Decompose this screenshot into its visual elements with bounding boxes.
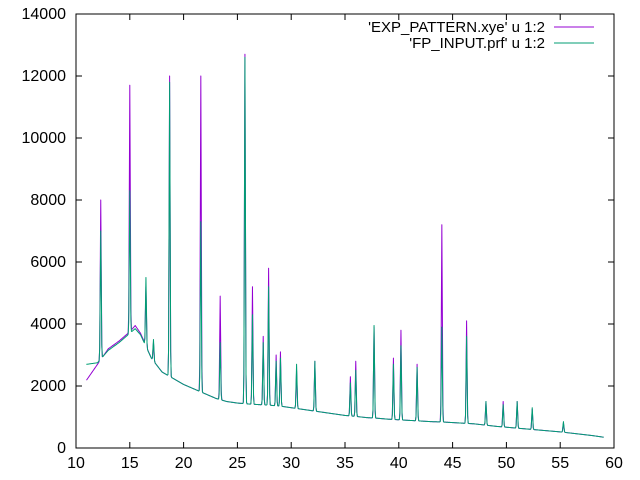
exp-pattern-peak-point-1: [129, 85, 131, 87]
fp-input-peak-point-10: [268, 286, 270, 288]
y-tick-label: 14000: [22, 6, 67, 23]
x-tick-label: 60: [605, 455, 623, 472]
legend-label-fp-input: 'FP_INPUT.prf' u 1:2: [409, 35, 545, 52]
fp-input-peak-point-27: [563, 421, 565, 423]
y-axis-ticks: 0 2000 4000 6000 8000 10000 12000 14000: [22, 6, 614, 457]
fp-input-peak-point-26: [531, 407, 533, 409]
fp-input-peak-point-7: [244, 57, 246, 59]
exp-pattern-peak-point-22: [466, 320, 468, 322]
x-tick-label: 30: [282, 455, 300, 472]
fp-input-peak-point-12: [280, 357, 282, 359]
fp-input-peak-point-3: [153, 339, 155, 341]
exp-pattern-peak-point-11: [275, 354, 277, 356]
fp-input-peak-point-17: [373, 325, 375, 327]
x-tick-label: 20: [175, 455, 193, 472]
fp-input-line: [86, 56, 604, 438]
fp-input-peak-point-6: [219, 342, 221, 344]
fp-input-peak-point-4: [169, 81, 171, 83]
fp-input-peak-point-15: [350, 382, 352, 384]
fp-input-peak-point-14: [314, 360, 316, 362]
legend: 'EXP_PATTERN.xye' u 1:2'FP_INPUT.prf' u …: [368, 19, 594, 52]
exp-pattern-peak-point-5: [200, 75, 202, 77]
fp-input-peak-point-22: [466, 336, 468, 338]
x-axis-ticks: 10 15 20 25 30 35 40 45 50 55 60: [67, 14, 623, 472]
exp-pattern-peak-point-6: [219, 295, 221, 297]
exp-pattern-peak-point-24: [502, 401, 504, 403]
y-tick-label: 10000: [22, 130, 67, 147]
fp-input-peak-point-20: [416, 367, 418, 369]
exp-pattern-peak-point-4: [169, 75, 171, 77]
fp-input-peak-point-16: [355, 370, 357, 372]
exp-pattern-peak-point-7: [244, 54, 246, 56]
x-tick-label: 50: [498, 455, 516, 472]
fp-input-peak-point-23: [485, 401, 487, 403]
exp-pattern-peak-point-9: [262, 336, 264, 338]
exp-pattern-peak-point-8: [252, 286, 254, 288]
y-tick-label: 4000: [30, 316, 66, 333]
fp-input-peak-point-24: [502, 404, 504, 406]
plot-frame: [75, 13, 615, 449]
y-tick-label: 6000: [30, 254, 66, 271]
fp-input-peak-point-11: [275, 360, 277, 362]
fp-input-peak-point-1: [129, 190, 131, 192]
x-tick-label: 25: [229, 455, 247, 472]
exp-pattern-peak-point-0: [100, 199, 102, 201]
fp-input-peak-point-13: [296, 364, 298, 366]
fp-input-peak-point-0: [100, 230, 102, 232]
y-tick-label: 8000: [30, 192, 66, 209]
exp-pattern-peak-point-15: [350, 376, 352, 378]
exp-pattern-peak-point-21: [441, 224, 443, 226]
exp-pattern-peak-point-16: [355, 360, 357, 362]
legend-label-exp-pattern: 'EXP_PATTERN.xye' u 1:2: [368, 19, 545, 36]
y-tick-label: 12000: [22, 68, 67, 85]
fp-input-peak-point-9: [262, 342, 264, 344]
fp-input-peak-point-21: [441, 326, 443, 328]
fp-input-peak-point-25: [516, 401, 518, 403]
exp-pattern-peak-point-12: [280, 351, 282, 353]
y-tick-label: 2000: [30, 378, 66, 395]
fp-input-peak-point-2: [145, 277, 147, 279]
x-tick-label: 55: [551, 455, 569, 472]
x-tick-label: 45: [444, 455, 462, 472]
x-tick-label: 35: [336, 455, 354, 472]
fp-input-peak-point-19: [400, 345, 402, 347]
series-fp-input: [86, 56, 604, 438]
x-tick-label: 10: [67, 455, 85, 472]
exp-pattern-peak-point-19: [400, 329, 402, 331]
fp-input-peak-point-8: [252, 314, 254, 316]
y-tick-label: 0: [57, 440, 66, 457]
exp-pattern-peak-point-10: [268, 267, 270, 269]
fp-input-peak-point-5: [200, 221, 202, 223]
x-tick-label: 15: [121, 455, 139, 472]
x-tick-label: 40: [390, 455, 408, 472]
fp-input-peak-point-18: [393, 364, 395, 366]
exp-pattern-peak-point-20: [416, 364, 418, 366]
plot-data: [86, 53, 604, 438]
exp-pattern-peak-point-18: [393, 357, 395, 359]
